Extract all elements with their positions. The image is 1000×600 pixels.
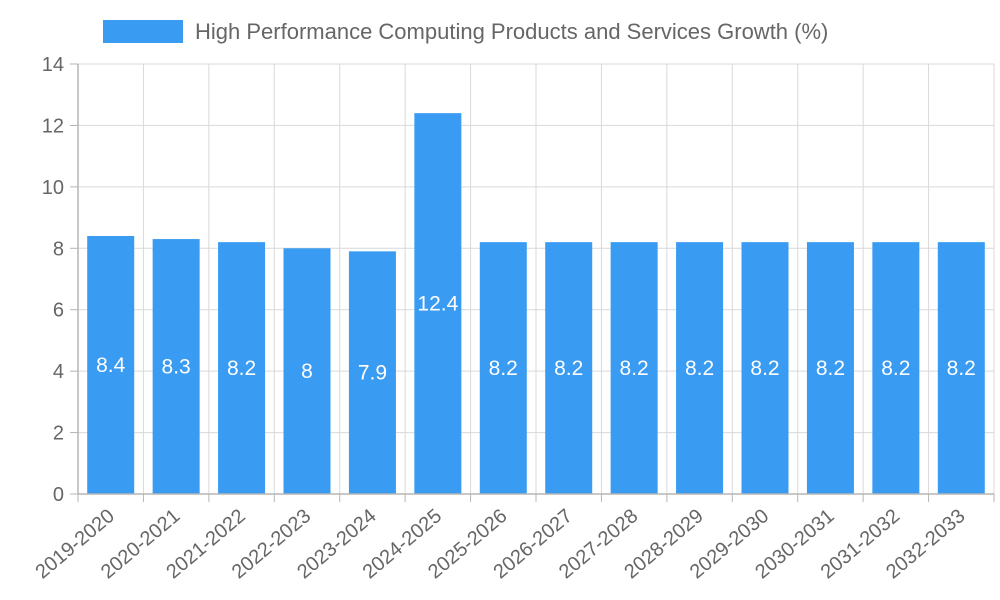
bar-2025-2026 — [479, 242, 527, 494]
data-label: 8.2 — [620, 357, 649, 380]
bar-2031-2032 — [872, 242, 920, 494]
legend-label: High Performance Computing Products and … — [195, 19, 828, 44]
legend-swatch — [103, 20, 183, 43]
y-tick-label: 2 — [53, 423, 64, 445]
gridlines — [77, 63, 995, 495]
data-label: 8.2 — [881, 357, 910, 380]
y-tick-label: 12 — [42, 115, 64, 137]
data-label: 8.3 — [162, 356, 191, 379]
data-label: 8.2 — [750, 357, 779, 380]
y-axis-ticks: 0 2 4 6 8 10 12 14 — [42, 54, 78, 506]
data-label: 8.2 — [947, 357, 976, 380]
bar-2032-2033 — [937, 242, 985, 494]
data-label: 12.4 — [417, 293, 458, 316]
bar-2023-2024 — [348, 251, 396, 494]
data-labels: 8.4 8.3 8.2 8 7.9 12.4 8.2 8.2 8.2 8.2 8.2 8.2 8.2 8.… — [96, 293, 976, 385]
bar-2020-2021 — [152, 239, 200, 494]
bar-2027-2028 — [610, 242, 658, 494]
bar-2022-2023 — [283, 248, 331, 494]
data-label: 8.2 — [685, 357, 714, 380]
bar-2028-2029 — [676, 242, 724, 494]
y-tick-label: 4 — [53, 361, 64, 383]
bar-2029-2030 — [741, 242, 789, 494]
data-label: 8.2 — [816, 357, 845, 380]
legend: High Performance Computing Products and … — [103, 19, 828, 44]
bar-2019-2020 — [87, 236, 135, 494]
y-tick-label: 14 — [42, 54, 64, 76]
data-label: 8.2 — [489, 357, 518, 380]
bar-2026-2027 — [545, 242, 593, 494]
y-tick-label: 8 — [53, 238, 64, 260]
bar-2021-2022 — [218, 242, 266, 494]
data-label: 8 — [301, 360, 313, 383]
data-label: 8.2 — [554, 357, 583, 380]
bars — [87, 113, 985, 495]
data-label: 7.9 — [358, 362, 387, 385]
bar-2024-2025 — [414, 113, 462, 495]
x-axis-ticks: 2019-20202020-20212021-20222022-20232023… — [32, 494, 995, 583]
bar-2030-2031 — [806, 242, 854, 494]
y-tick-label: 10 — [42, 177, 64, 199]
data-label: 8.2 — [227, 357, 256, 380]
y-tick-label: 0 — [53, 484, 64, 506]
y-tick-label: 6 — [53, 300, 64, 322]
data-label: 8.4 — [96, 354, 126, 377]
